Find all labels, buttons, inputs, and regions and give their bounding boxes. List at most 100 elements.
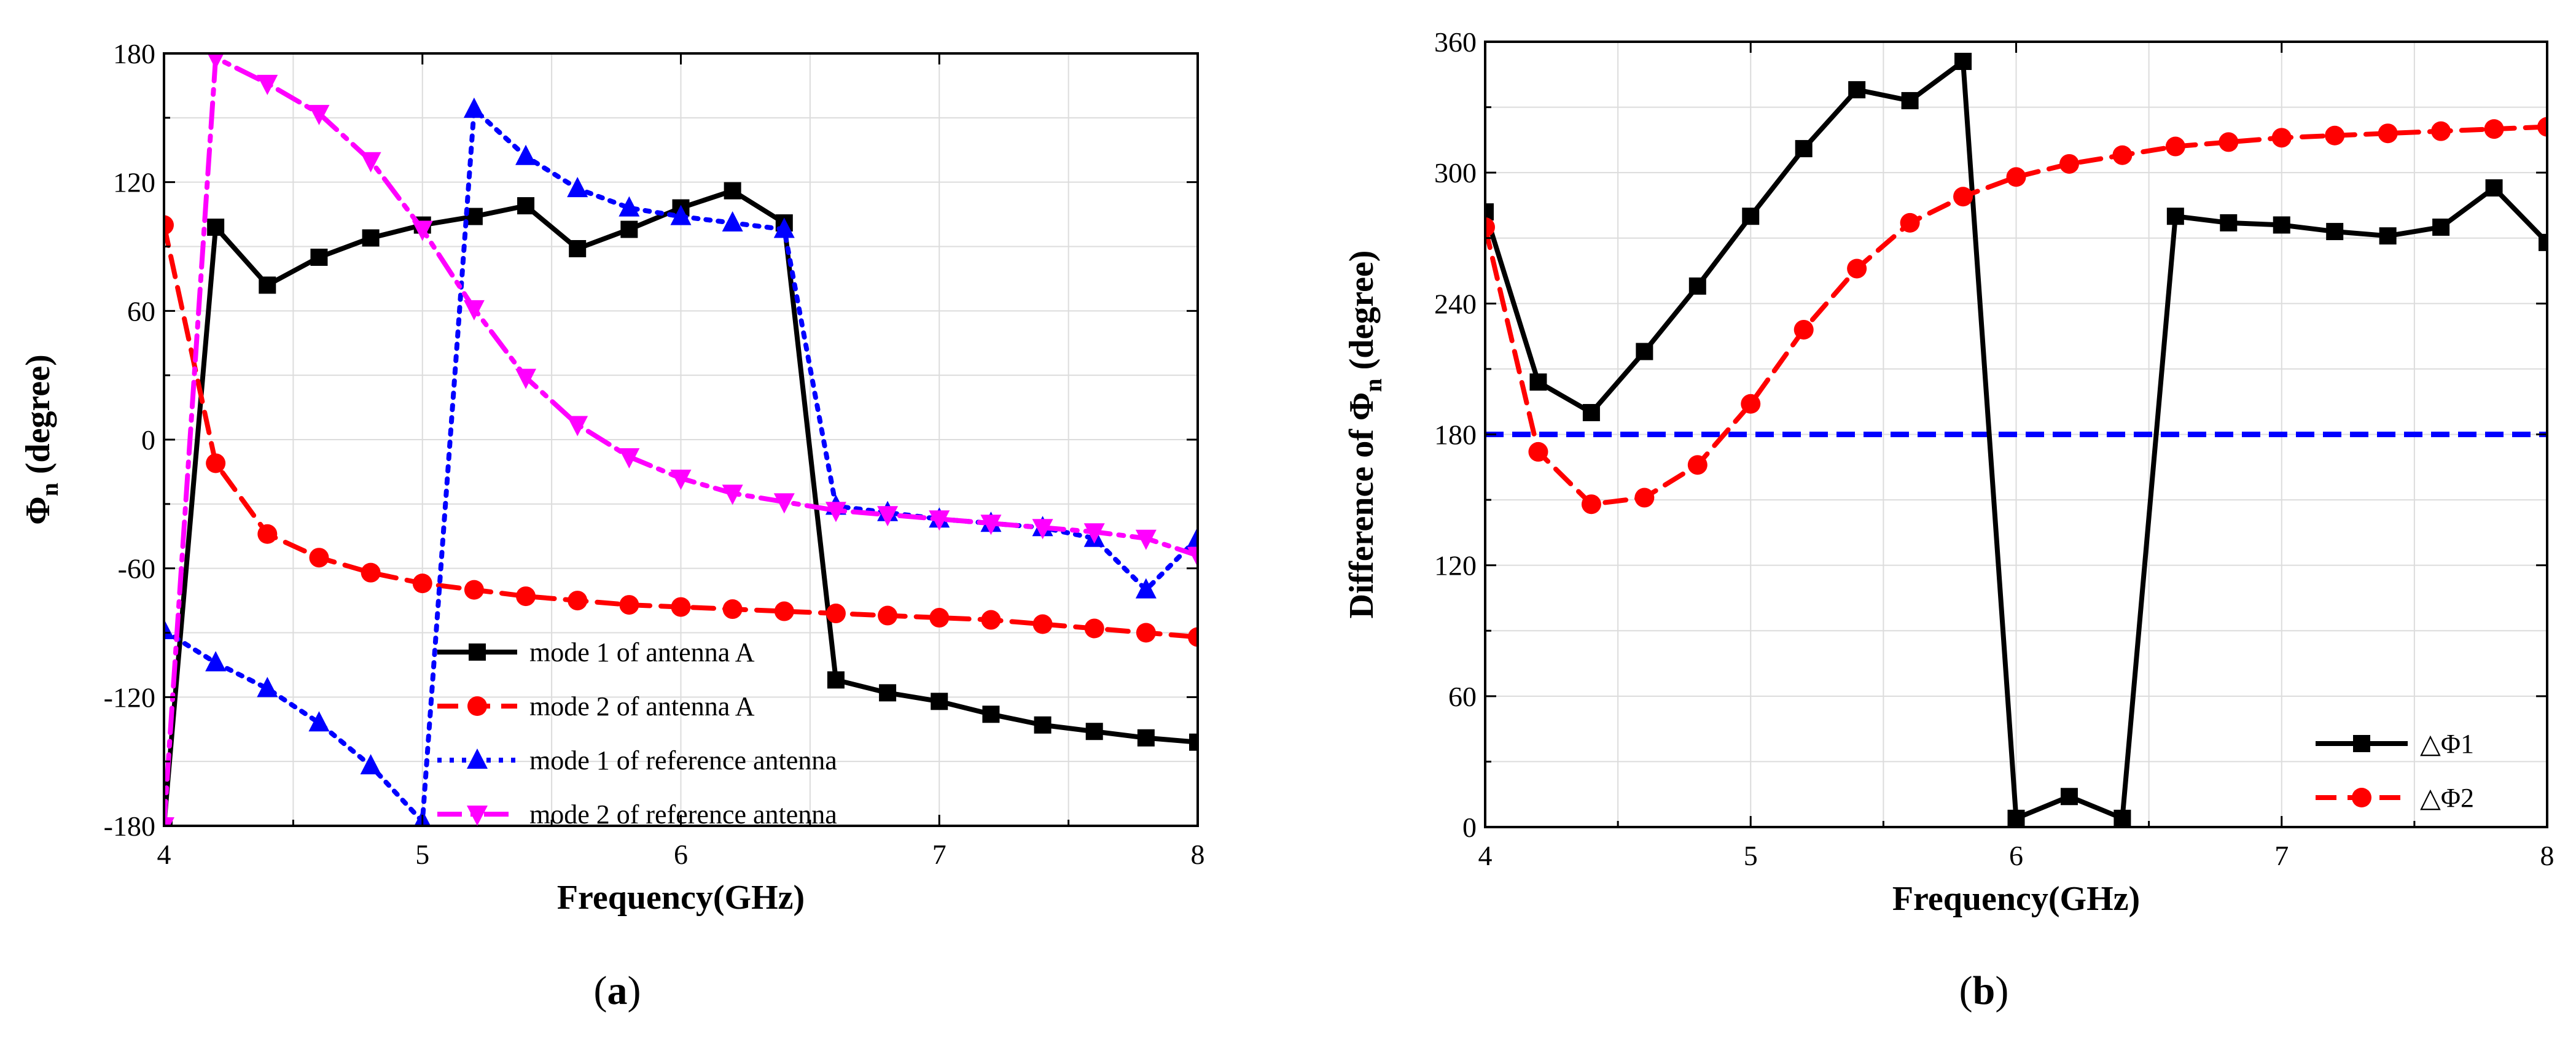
panel-b-series-1-point bbox=[2432, 218, 2450, 236]
panel-b-series-2-point bbox=[1687, 455, 1708, 475]
panel-a-y-tick-label: 60 bbox=[127, 295, 155, 327]
panel-b-chart: 4 5 6 7 8 0 60 120 180 240 300 360 Frequency(GHz) Dif… bbox=[1343, 26, 2555, 918]
panel-b-y-tick-label: 60 bbox=[1448, 681, 1477, 712]
panel-a-series-4-point bbox=[360, 152, 381, 173]
panel-b-x-axis-label: Frequency(GHz) bbox=[1892, 880, 2140, 918]
panel-b-x-tick-label: 4 bbox=[1478, 840, 1493, 871]
panel-a-series-4-point bbox=[463, 300, 485, 321]
panel-b-series-2-point bbox=[2219, 132, 2239, 152]
panel-b-series-1-point bbox=[2326, 223, 2344, 241]
panel-a-series-3-point bbox=[360, 754, 381, 775]
panel-b-series-2-point bbox=[1741, 394, 1761, 414]
panel-a-series-3-point bbox=[257, 677, 278, 698]
panel-a-series-3-point bbox=[308, 711, 330, 732]
panel-b-x-tick-label: 7 bbox=[2274, 840, 2289, 871]
panel-a-legend-label-4: mode 2 of reference antenna bbox=[529, 799, 837, 830]
panel-a-series-4-point bbox=[1187, 546, 1198, 567]
panel-b-series-2-point bbox=[1900, 212, 1920, 233]
panel-a-y-tick-label: -120 bbox=[104, 682, 155, 713]
panel-a-series-1-point bbox=[259, 276, 276, 294]
panel-b-series-1-point bbox=[1742, 208, 1760, 225]
panel-a-series-3-point bbox=[463, 97, 485, 118]
panel-b-y-tick-label: 180 bbox=[1434, 419, 1477, 451]
panel-a-caption-letter: a bbox=[607, 968, 628, 1013]
panel-a-series-1-point bbox=[827, 671, 845, 689]
panel-b-series-2-point bbox=[2059, 154, 2079, 174]
panel-a-series-3-point bbox=[205, 651, 227, 672]
panel-b-series-1-point bbox=[2273, 216, 2290, 234]
panel-a-series-2-point bbox=[619, 595, 639, 615]
panel-b-legend-label-2: △Φ2 bbox=[2420, 783, 2474, 813]
panel-b-y-tick-label: 300 bbox=[1434, 157, 1477, 188]
panel-b-series-2-point bbox=[2165, 136, 2185, 157]
panel-a-series-4-point bbox=[773, 493, 795, 514]
panel-b-x-tick-label: 5 bbox=[1744, 840, 1758, 871]
panel-a-series-2-point bbox=[1188, 627, 1198, 647]
panel-a-series-2-point bbox=[774, 601, 794, 621]
panel-a-series-1-point bbox=[1189, 733, 1198, 751]
panel-b-legend-label-1: △Φ1 bbox=[2420, 729, 2474, 759]
panel-b-series-2-point bbox=[1634, 488, 1655, 508]
panel-a-series-1-point bbox=[1137, 729, 1155, 747]
panel-a-series-2-point bbox=[412, 573, 432, 594]
panel-a-series-4-point bbox=[412, 220, 433, 241]
panel-a-series-2-point bbox=[206, 453, 226, 473]
panel-a-series-2-point bbox=[1032, 614, 1053, 634]
panel-a-series-4-point bbox=[670, 469, 692, 490]
panel-b-caption-letter: b bbox=[1973, 968, 1996, 1013]
panel-a-series-2-point bbox=[516, 586, 536, 607]
panel-a-series-2-point bbox=[671, 597, 691, 617]
panel-a-legend-label-3: mode 1 of reference antenna bbox=[529, 745, 837, 775]
panel-b-series-1-point bbox=[1688, 277, 1706, 295]
panel-b-caption: (b) bbox=[1959, 968, 2009, 1013]
panel-b-series-1-point bbox=[2060, 788, 2078, 806]
panel-a-series-3-point bbox=[722, 211, 743, 232]
panel-a-x-tick-label: 4 bbox=[157, 839, 171, 870]
panel-a-series-2-point bbox=[722, 599, 743, 620]
panel-b-x-tick-label: 8 bbox=[2540, 840, 2555, 871]
panel-b-series-1-point bbox=[1529, 373, 1547, 391]
panel-a-series-4-point bbox=[619, 448, 640, 468]
panel-a-series-3-point bbox=[164, 619, 174, 640]
panel-b-series-1-point bbox=[1636, 343, 1653, 360]
panel-b-series-2-point bbox=[2484, 119, 2504, 139]
panel-a-series-2-point bbox=[1084, 618, 1104, 639]
panel-a-series-1-point bbox=[724, 182, 741, 200]
panel-a-y-tick-label: -180 bbox=[104, 810, 155, 842]
panel-a-series-2-point bbox=[1136, 623, 1156, 643]
panel-b-series-1-point bbox=[1848, 81, 1866, 99]
panel-b-series-1-point bbox=[2379, 227, 2397, 245]
panel-a-series-1-point bbox=[620, 220, 638, 238]
panel-a-series-4-point bbox=[308, 104, 330, 125]
panel-a-series-4-point bbox=[164, 817, 174, 826]
panel-b-y-tick-label: 360 bbox=[1434, 26, 1477, 58]
panel-b-series-1-point bbox=[2485, 179, 2503, 197]
panel-a-series-3-point bbox=[773, 217, 795, 238]
panel-b-legend-marker-1 bbox=[2353, 735, 2370, 752]
panel-b-series-2-point bbox=[1485, 217, 1495, 237]
panel-a-series-4-point bbox=[929, 510, 950, 531]
panel-a-legend-marker-1 bbox=[469, 643, 486, 661]
panel-b-series-2-point bbox=[2325, 125, 2345, 146]
panel-a-series-4-point bbox=[825, 502, 846, 523]
panel-a-legend-label-2: mode 2 of antenna A bbox=[529, 691, 755, 721]
panel-a-x-axis-label: Frequency(GHz) bbox=[557, 879, 805, 917]
panel-a-series-2 bbox=[164, 215, 1198, 647]
panel-b-series-1-point bbox=[1954, 52, 1972, 70]
panel-b-series-1-point bbox=[1901, 91, 1919, 109]
panel-a-series-1-point bbox=[1034, 716, 1052, 734]
panel-b-y-axis-label: Difference of Φn (degree) bbox=[1343, 251, 1387, 619]
panel-a-series-1-point bbox=[207, 219, 225, 236]
panel-b-y-tick-label: 0 bbox=[1462, 812, 1477, 843]
panel-b-series-2-point bbox=[2537, 117, 2547, 137]
panel-a-series-2-point bbox=[568, 591, 588, 611]
panel-b-series-2-point bbox=[1528, 441, 1548, 462]
panel-a-x-tick-label: 6 bbox=[674, 839, 688, 870]
panel-a-legend-marker-3 bbox=[467, 748, 488, 769]
panel-a-series-4-point bbox=[515, 368, 537, 389]
panel-b-series-2-point bbox=[2271, 128, 2292, 148]
panel-a-y-tick-label: 120 bbox=[113, 167, 155, 198]
panel-a-series-4-point bbox=[722, 484, 743, 505]
panel-b-series-2-point bbox=[2431, 121, 2451, 141]
panel-a-series-2-point bbox=[929, 608, 950, 628]
